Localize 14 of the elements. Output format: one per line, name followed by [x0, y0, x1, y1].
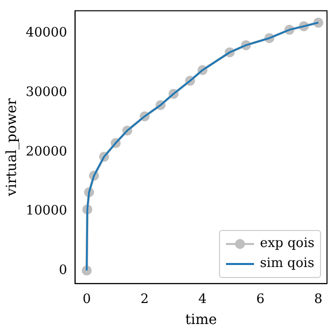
legend-label: exp qois [260, 234, 314, 253]
x-tick-label: 2 [140, 292, 149, 307]
y-tick-label: 20000 [26, 144, 68, 160]
y-tick-label: 0 [58, 262, 68, 278]
x-tick-label: 8 [314, 292, 322, 307]
y-tick-label: 30000 [26, 85, 68, 100]
x-tick-label: 0 [82, 292, 91, 307]
legend-label: sim qois [260, 254, 314, 273]
x-tick-label: 4 [198, 292, 207, 307]
y-axis-title: virtual_power [4, 98, 20, 198]
y-tick-label: 10000 [26, 204, 68, 219]
x-tick-label: 6 [256, 292, 265, 307]
y-tick-label: 40000 [26, 26, 68, 41]
x-axis-title: time [185, 312, 217, 328]
